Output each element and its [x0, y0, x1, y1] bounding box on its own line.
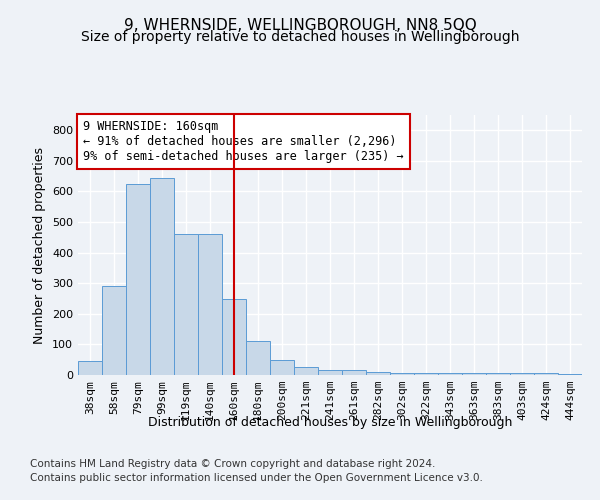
Bar	[414, 372, 438, 375]
Text: 9, WHERNSIDE, WELLINGBOROUGH, NN8 5QQ: 9, WHERNSIDE, WELLINGBOROUGH, NN8 5QQ	[124, 18, 476, 32]
Text: Size of property relative to detached houses in Wellingborough: Size of property relative to detached ho…	[81, 30, 519, 44]
Bar	[534, 374, 558, 375]
Bar	[390, 372, 414, 375]
Bar	[438, 373, 462, 375]
Bar	[150, 178, 174, 375]
Bar	[174, 234, 198, 375]
Bar	[222, 298, 246, 375]
Bar	[366, 372, 390, 375]
Bar	[294, 368, 318, 375]
Bar	[342, 370, 366, 375]
Bar	[270, 360, 294, 375]
Bar	[78, 361, 102, 375]
Text: Contains public sector information licensed under the Open Government Licence v3: Contains public sector information licen…	[30, 473, 483, 483]
Text: 9 WHERNSIDE: 160sqm
← 91% of detached houses are smaller (2,296)
9% of semi-deta: 9 WHERNSIDE: 160sqm ← 91% of detached ho…	[83, 120, 404, 163]
Text: Distribution of detached houses by size in Wellingborough: Distribution of detached houses by size …	[148, 416, 512, 429]
Bar	[510, 374, 534, 375]
Bar	[462, 374, 486, 375]
Bar	[126, 184, 150, 375]
Y-axis label: Number of detached properties: Number of detached properties	[34, 146, 46, 344]
Bar	[486, 374, 510, 375]
Bar	[318, 370, 342, 375]
Bar	[198, 234, 222, 375]
Bar	[558, 374, 582, 375]
Bar	[102, 286, 126, 375]
Text: Contains HM Land Registry data © Crown copyright and database right 2024.: Contains HM Land Registry data © Crown c…	[30, 459, 436, 469]
Bar	[246, 342, 270, 375]
